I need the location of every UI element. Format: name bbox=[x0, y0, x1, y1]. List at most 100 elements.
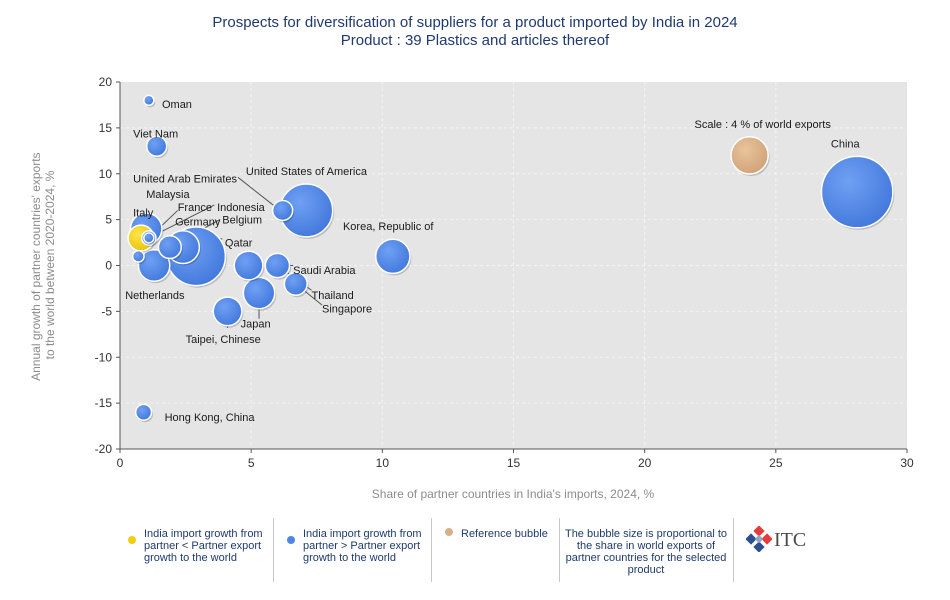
bubble-circle bbox=[242, 276, 276, 310]
axes: 0 5 10 15 20 25 30 -20 -15 -10 -5 0 5 10 15 20 bbox=[95, 75, 914, 470]
y-tick-label: -20 bbox=[95, 442, 113, 456]
bubble-label: Germany bbox=[175, 216, 221, 228]
bubble-circle bbox=[143, 232, 155, 244]
bubble-label: Belgium bbox=[222, 215, 262, 227]
bubble-unlabeled bbox=[131, 249, 146, 265]
bubble-circle bbox=[212, 296, 243, 327]
legend-divider bbox=[273, 518, 274, 582]
bubble-label: Taipei, Chinese bbox=[186, 334, 261, 346]
bubble-hong-kong-china bbox=[134, 403, 154, 423]
yellow-dot-icon bbox=[128, 536, 136, 544]
bubble-label: Saudi Arabia bbox=[293, 265, 356, 277]
x-tick-label: 25 bbox=[769, 456, 783, 470]
legend-above-label: India import growth from partner > Partn… bbox=[303, 528, 422, 564]
bubble-label: Netherlands bbox=[125, 290, 185, 302]
y-tick-label: -5 bbox=[101, 304, 112, 318]
legend-reference-label: Reference bubble bbox=[461, 528, 548, 540]
chart-title: Prospects for diversification of supplie… bbox=[212, 14, 738, 31]
bubble-circle bbox=[131, 249, 145, 263]
bubble-indonesia bbox=[143, 232, 156, 245]
bubble-circle bbox=[374, 238, 411, 275]
y-tick-label: 5 bbox=[105, 213, 112, 227]
bubble-circle bbox=[145, 135, 168, 157]
tan-dot-icon bbox=[445, 528, 453, 536]
x-tick-label: 20 bbox=[638, 456, 652, 470]
y-tick-label: 0 bbox=[105, 259, 112, 273]
bubble-korea-republic-of bbox=[374, 238, 412, 276]
y-axis-label-line-2: to the world between 2020-2024, % bbox=[43, 170, 57, 359]
legend-divider bbox=[733, 518, 734, 582]
x-axis-label: Share of partner countries in India's im… bbox=[372, 487, 655, 501]
x-tick-label: 30 bbox=[900, 456, 914, 470]
bubble-united-arab-emirates bbox=[271, 199, 295, 223]
legend-divider bbox=[559, 518, 560, 582]
y-tick-label: 15 bbox=[99, 121, 113, 135]
bubble-circle bbox=[137, 249, 171, 282]
y-axis-label-line-1: Annual growth of partner countries' expo… bbox=[29, 152, 43, 380]
bubble-label: Qatar bbox=[225, 238, 253, 250]
bubble-netherlands bbox=[137, 249, 172, 284]
legend-item-above: India import growth from partner > Partn… bbox=[287, 518, 429, 582]
bubble-label: China bbox=[831, 138, 861, 150]
bubble-circle bbox=[283, 271, 308, 297]
reference-bubble bbox=[730, 136, 770, 176]
chart-title-block: Prospects for diversification of supplie… bbox=[0, 14, 950, 50]
bubble-label: United States of America bbox=[246, 166, 368, 178]
x-tick-label: 15 bbox=[507, 456, 521, 470]
x-tick-label: 5 bbox=[248, 456, 255, 470]
blue-dot-icon bbox=[287, 536, 295, 544]
bubble-label: Malaysia bbox=[146, 189, 190, 201]
bubble-united-states-of-america bbox=[279, 183, 335, 239]
bubble-label: France bbox=[178, 202, 212, 214]
bubble-singapore bbox=[264, 252, 291, 280]
leader-line bbox=[237, 177, 281, 211]
bubble-saudi-arabia bbox=[233, 250, 265, 282]
bubble-label: Thailand bbox=[312, 290, 354, 302]
x-tick-label: 10 bbox=[376, 456, 390, 470]
legend-item-below: India import growth from partner < Partn… bbox=[128, 518, 270, 582]
bubbles bbox=[127, 94, 895, 423]
legend-note: The bubble size is proportional to the s… bbox=[564, 528, 728, 576]
bubble-china bbox=[820, 155, 895, 230]
bubble-viet-nam bbox=[145, 135, 169, 159]
bubble-germany bbox=[157, 235, 183, 261]
grid bbox=[120, 82, 907, 449]
bubble-label: Indonesia bbox=[217, 202, 266, 214]
y-tick-label: 20 bbox=[99, 75, 113, 89]
bubble-label: Oman bbox=[162, 99, 192, 111]
legend-item-reference: Reference bubble bbox=[445, 518, 557, 582]
bubble-circle bbox=[730, 136, 769, 175]
bubble-oman bbox=[143, 94, 156, 108]
bubble-circle bbox=[820, 155, 894, 229]
y-axis-label: Annual growth of partner countries' expo… bbox=[29, 149, 57, 381]
bubble-label: United Arab Emirates bbox=[133, 173, 237, 185]
bubble-label: Viet Nam bbox=[133, 128, 178, 140]
bubble-circle bbox=[157, 235, 182, 260]
bubble-labels: China United States of America Korea, Repu… bbox=[125, 99, 860, 424]
legend-below-label: India import growth from partner < Partn… bbox=[144, 528, 263, 564]
bubble-label: Italy bbox=[133, 207, 154, 219]
bubble-circle bbox=[271, 199, 294, 222]
legend-divider bbox=[431, 518, 432, 582]
bubble-circle bbox=[134, 403, 153, 421]
bubble-circle bbox=[143, 94, 155, 107]
bubble-label: Scale : 4 % of world exports bbox=[695, 119, 832, 131]
x-tick-label: 0 bbox=[117, 456, 124, 470]
y-tick-label: -15 bbox=[95, 396, 113, 410]
bubble-japan bbox=[242, 276, 277, 311]
chart-subtitle: Product : 39 Plastics and articles there… bbox=[340, 32, 610, 49]
y-tick-label: -10 bbox=[95, 350, 113, 364]
y-tick-label: 10 bbox=[99, 167, 113, 181]
bubble-label: Singapore bbox=[322, 304, 372, 316]
bubble-label: Japan bbox=[241, 318, 271, 330]
bubble-thailand bbox=[283, 271, 309, 298]
bubble-label: Hong Kong, China bbox=[165, 412, 256, 424]
itc-logo: ITC bbox=[745, 525, 806, 554]
bubble-circle bbox=[233, 250, 264, 281]
bubble-taipei-chinese bbox=[212, 296, 244, 328]
bubble-label: Korea, Republic of bbox=[343, 221, 434, 233]
itc-logo-icon bbox=[745, 525, 773, 553]
itc-logo-text: ITC bbox=[774, 529, 807, 551]
bubble-circle bbox=[264, 252, 291, 279]
